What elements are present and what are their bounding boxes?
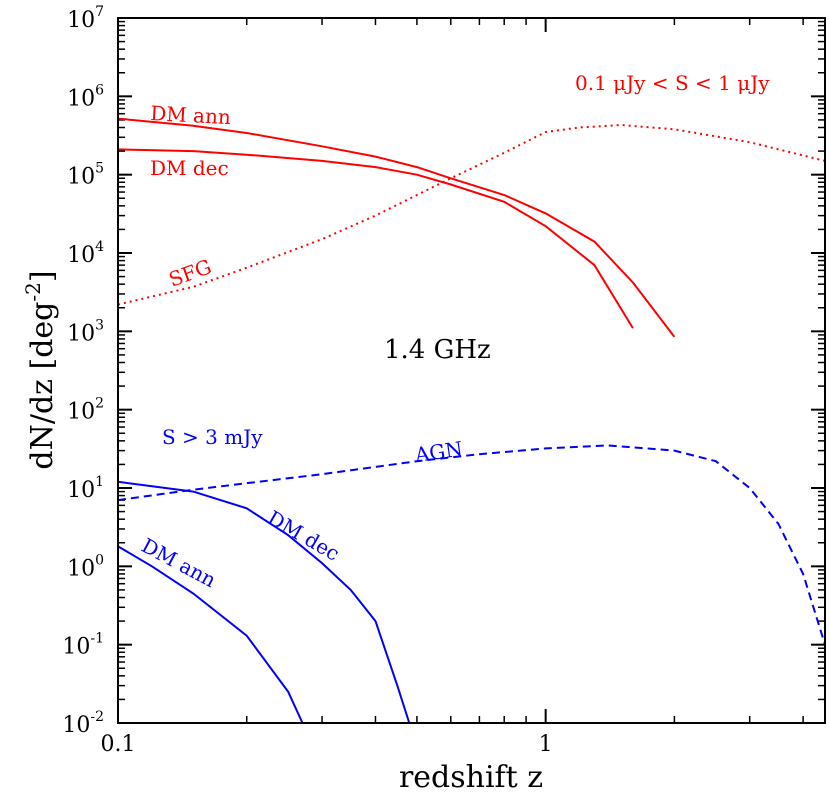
series-layer [118, 117, 825, 723]
y-tick-label: 103 [67, 317, 104, 346]
plot-frame [117, 17, 826, 724]
y-tick-label: 101 [67, 474, 104, 503]
y-tick-label: 10-2 [62, 709, 104, 738]
blue-dm-dec-label: DM dec [264, 506, 344, 566]
red-flux-range-label: 0.1 μJy < S < 1 μJy [575, 71, 770, 95]
x-tick-label: 1 [539, 732, 553, 757]
frequency-label: 1.4 GHz [384, 335, 491, 365]
y-tick-label: 102 [67, 396, 104, 425]
series-dm-dec-s-3-mjy [118, 480, 411, 723]
y-tick-label: 104 [67, 239, 104, 268]
series-dm-ann-0-1-jy-s-1-jy [118, 117, 676, 338]
red-dm-dec-label: DM dec [150, 156, 229, 180]
series-sfg [118, 123, 825, 306]
tick-labels: 10-2 10-1 100 101 102 103 104 105 106 107 0.1 1 [62, 4, 552, 757]
series-agn [118, 444, 825, 645]
series-dm-dec-0-1-jy-s-1-jy [118, 148, 634, 329]
y-axis-title: dN/dz [deg-2] [21, 270, 60, 469]
x-axis-title: redshift z [399, 760, 543, 795]
x-tick-label: 0.1 [101, 732, 136, 757]
y-tick-label: 100 [67, 552, 104, 581]
y-tick-label: 10-1 [62, 631, 104, 660]
agn-label: AGN [412, 437, 464, 468]
y-tick-label: 105 [67, 161, 104, 190]
blue-flux-cut-label: S > 3 mJy [162, 425, 263, 449]
y-tick-label: 106 [67, 82, 104, 111]
y-tick-label: 107 [67, 4, 104, 33]
sfg-label: SFG [166, 254, 215, 291]
red-dm-ann-label: DM ann [150, 101, 232, 129]
axis-ticks [117, 17, 825, 724]
series-dm-ann-s-3-mjy [118, 545, 304, 723]
